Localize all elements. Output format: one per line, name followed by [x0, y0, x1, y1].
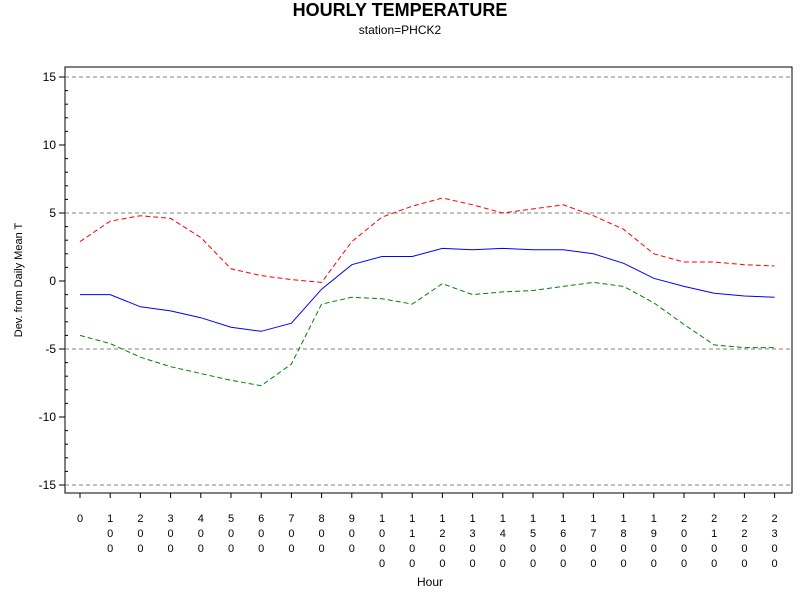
chart-subtitle: station=PHCK2 — [358, 23, 442, 37]
y-tick-label: 15 — [43, 70, 57, 84]
y-tick-label: 10 — [43, 138, 57, 152]
y-axis: -15 -10 -5 0 5 10 15 — [39, 70, 65, 492]
series-line-2 — [80, 247, 775, 332]
x-axis-label: Hour — [417, 575, 443, 589]
y-minor-ticks — [65, 90, 68, 472]
y-tick-label: 5 — [49, 206, 56, 220]
y-tick-label: -10 — [39, 410, 57, 424]
y-tick-label: 0 — [49, 274, 56, 288]
reference-lines — [65, 76, 792, 486]
series-line-1 — [79, 197, 775, 283]
y-tick-label: -5 — [45, 342, 56, 356]
plot-frame — [64, 66, 793, 494]
series-lines — [79, 197, 775, 387]
x-axis: 0 1 0 0 2 0 0 3 0 0 4 0 0 5 0 0 6 0 0 7 0 0 8 0 0 9 0 0 1 0 0 0 1 1 0 0 1 2 0 0… — [77, 493, 778, 570]
y-tick-label: -15 — [39, 478, 57, 492]
chart-title: HOURLY TEMPERATURE — [292, 0, 508, 20]
y-axis-label: Dev. from Daily Mean T — [13, 222, 25, 337]
series-line-3 — [79, 281, 775, 387]
x-tick-label: 0 — [77, 513, 83, 525]
